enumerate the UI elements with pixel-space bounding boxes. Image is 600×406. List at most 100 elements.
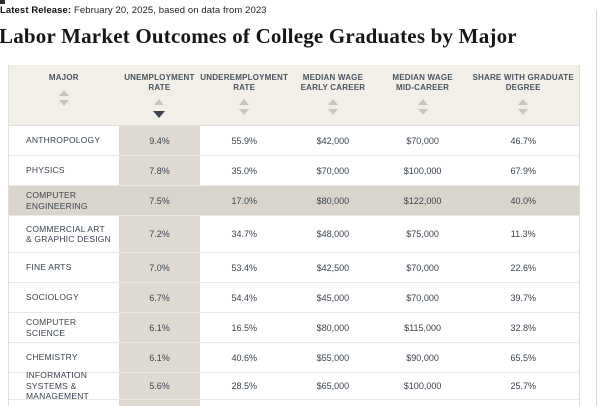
sort-descending-icon[interactable] — [239, 109, 250, 115]
cell-major: ANTHROPOLOGY — [26, 135, 101, 146]
cell-unemployment: 6.7% — [118, 283, 201, 312]
cell-early_career: $80,000 — [316, 195, 350, 206]
cell-early_career — [288, 400, 378, 406]
sort-arrows — [518, 99, 529, 115]
cell-early_career: $65,000 — [316, 381, 350, 391]
cell-underemployment: 54.4% — [231, 292, 257, 303]
column-label: MEDIAN WAGE EARLY CAREER — [300, 73, 366, 92]
cell-early_career: $42,500 — [316, 262, 350, 273]
page-title: Labor Market Outcomes of College Graduat… — [0, 24, 517, 48]
cell-grad_degree: 67.9% — [510, 165, 536, 176]
corner-fragment — [0, 0, 5, 4]
cell-major: FINE ARTS — [26, 262, 72, 273]
cell-underemployment: 34.7% — [231, 229, 257, 239]
table-row[interactable]: ANTHROPOLOGY 9.4% 55.9% $42,000 $70,000 46.7% — [9, 126, 579, 156]
table-body: ANTHROPOLOGY 9.4% 55.9% $42,000 $70,000 46.7%… — [9, 126, 579, 406]
cell-underemployment: 17.0% — [231, 195, 257, 206]
release-date-text: February 20, 2025, based on data from 20… — [71, 5, 267, 16]
sort-ascending-icon[interactable] — [58, 89, 69, 96]
cell-grad_degree: 25.7% — [510, 381, 536, 391]
sort-descending-icon[interactable] — [153, 111, 166, 118]
cell-major: PHYSICS — [26, 165, 65, 176]
cell-early_career: $48,000 — [316, 229, 350, 239]
cell-mid_career: $115,000 — [404, 322, 441, 333]
column-header-mid_career[interactable]: MEDIAN WAGE MID-CAREER — [378, 65, 468, 125]
cell-grad_degree: 11.3% — [510, 229, 536, 239]
cell-mid_career: $100,000 — [403, 381, 442, 391]
cell-unemployment: 5.6% — [118, 373, 201, 399]
cell-underemployment: 35.0% — [231, 165, 257, 176]
column-header-unemployment[interactable]: UNEMPLOYMENT RATE — [119, 65, 201, 125]
sort-arrows — [417, 99, 428, 115]
cell-major: COMMERCIAL ART & GRAPHIC DESIGN — [26, 223, 111, 245]
cell-early_career: $45,000 — [316, 292, 350, 303]
sort-arrows — [239, 99, 250, 115]
cell-unemployment — [118, 400, 201, 406]
column-label: UNEMPLOYMENT RATE — [124, 73, 195, 92]
cell-mid_career: $70,000 — [406, 135, 439, 146]
sort-arrows — [327, 99, 338, 115]
column-label: UNDEREMPLOYMENT RATE — [200, 73, 289, 92]
column-header-underemployment[interactable]: UNDEREMPLOYMENT RATE — [200, 65, 288, 125]
sort-descending-icon[interactable] — [417, 109, 428, 115]
cell-early_career: $42,000 — [316, 135, 350, 146]
table-row[interactable]: COMPUTER SCIENCE 6.1% 16.5% $80,000 $115,000… — [9, 313, 579, 343]
cell-major: SOCIOLOGY — [26, 292, 79, 303]
cell-unemployment: 7.5% — [149, 195, 170, 206]
cell-underemployment: 28.5% — [231, 381, 257, 391]
sort-ascending-icon[interactable] — [327, 99, 338, 105]
table-row[interactable]: COMMERCIAL ART & GRAPHIC DESIGN 7.2% 34.7%… — [9, 216, 579, 253]
cell-major: INFORMATION SYSTEMS & MANAGEMENT — [26, 370, 89, 402]
cell-mid_career: $75,000 — [406, 229, 439, 239]
table-row[interactable]: SOCIOLOGY 6.7% 54.4% $45,000 $70,000 39.7% — [9, 283, 579, 313]
cell-mid_career: $70,000 — [406, 292, 439, 303]
cell-mid_career — [378, 400, 468, 406]
sort-descending-icon[interactable] — [518, 109, 529, 115]
sort-ascending-icon[interactable] — [417, 99, 428, 105]
table-header-row: MAJOR UNEMPLOYMENT RATE UNDEREMPLOYMENT RATE… — [9, 65, 579, 126]
cell-mid_career: $90,000 — [406, 352, 439, 363]
cell-grad_degree: 22.6% — [510, 262, 536, 273]
column-label: SHARE WITH GRADUATE DEGREE — [472, 73, 574, 92]
sort-ascending-icon[interactable] — [239, 99, 250, 105]
cell-grad_degree: 46.7% — [510, 135, 536, 146]
sort-descending-icon[interactable] — [327, 109, 338, 115]
cell-underemployment: 55.9% — [231, 135, 257, 146]
cell-early_career: $80,000 — [316, 322, 350, 333]
sort-arrows — [58, 89, 69, 106]
table-row-partial[interactable] — [9, 400, 579, 406]
cell-grad_degree: 32.8% — [510, 322, 536, 333]
cell-unemployment: 7.8% — [118, 156, 201, 185]
table-row[interactable]: FINE ARTS 7.0% 53.4% $42,500 $70,000 22.6% — [9, 253, 579, 283]
column-header-grad_degree[interactable]: SHARE WITH GRADUATE DEGREE — [467, 65, 579, 125]
cell-grad_degree — [467, 400, 579, 406]
cell-underemployment: 40.6% — [231, 352, 257, 363]
sort-descending-icon[interactable] — [58, 99, 69, 106]
cell-underemployment — [200, 400, 288, 406]
cell-mid_career: $122,000 — [403, 195, 442, 206]
cell-major: COMPUTER SCIENCE — [26, 317, 77, 338]
sort-ascending-icon[interactable] — [154, 99, 165, 105]
latest-release-line: Latest Release: February 20, 2025, based… — [0, 5, 267, 16]
cell-grad_degree: 39.7% — [510, 292, 536, 303]
cell-underemployment: 16.5% — [231, 322, 257, 333]
cell-early_career: $70,000 — [316, 165, 350, 176]
cell-mid_career: $100,000 — [403, 165, 442, 176]
column-header-early_career[interactable]: MEDIAN WAGE EARLY CAREER — [288, 65, 378, 125]
cell-unemployment: 6.1% — [118, 343, 201, 372]
cell-grad_degree: 65.5% — [510, 352, 536, 363]
cell-grad_degree: 40.0% — [510, 195, 536, 206]
table-row[interactable]: COMPUTER ENGINEERING 7.5% 17.0% $80,000 $122… — [9, 186, 579, 216]
cell-unemployment: 6.1% — [118, 313, 201, 342]
sort-ascending-icon[interactable] — [518, 99, 529, 105]
table-row[interactable]: CHEMISTRY 6.1% 40.6% $55,000 $90,000 65.5% — [9, 343, 579, 373]
release-label: Latest Release: — [0, 5, 72, 16]
cell-major: CHEMISTRY — [26, 352, 78, 363]
table-row[interactable]: PHYSICS 7.8% 35.0% $70,000 $100,000 67.9% — [9, 156, 579, 186]
cell-unemployment: 7.0% — [118, 253, 201, 282]
table-row[interactable]: INFORMATION SYSTEMS & MANAGEMENT 5.6% 28.5… — [9, 370, 579, 402]
sort-arrows — [153, 99, 166, 118]
outcomes-table: MAJOR UNEMPLOYMENT RATE UNDEREMPLOYMENT RATE… — [8, 65, 580, 406]
column-header-major[interactable]: MAJOR — [9, 65, 119, 125]
